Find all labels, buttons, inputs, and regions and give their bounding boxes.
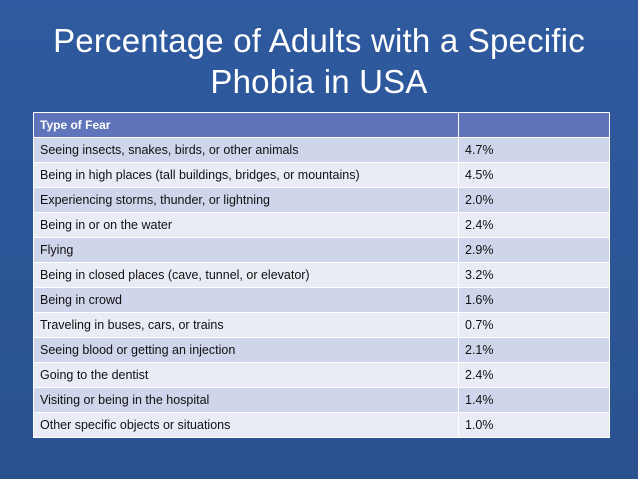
slide-title-text: Percentage of Adults with a Specific Pho… xyxy=(53,22,585,100)
percent-cell: 2.1% xyxy=(458,337,610,363)
percent-cell: 3.2% xyxy=(458,262,610,288)
table-row: Visiting or being in the hospital 1.4% xyxy=(33,387,610,413)
table-row: Traveling in buses, cars, or trains 0.7% xyxy=(33,312,610,338)
fear-cell: Being in closed places (cave, tunnel, or… xyxy=(33,262,459,288)
percent-cell: 1.4% xyxy=(458,387,610,413)
table-row: Going to the dentist 2.4% xyxy=(33,362,610,388)
table-row: Seeing blood or getting an injection 2.1… xyxy=(33,337,610,363)
header-type-of-fear: Type of Fear xyxy=(33,112,459,138)
percent-cell: 2.0% xyxy=(458,187,610,213)
fear-cell: Visiting or being in the hospital xyxy=(33,387,459,413)
fear-cell: Experiencing storms, thunder, or lightni… xyxy=(33,187,459,213)
percent-cell: 2.4% xyxy=(458,212,610,238)
table-row: Experiencing storms, thunder, or lightni… xyxy=(33,187,610,213)
table-row: Other specific objects or situations 1.0… xyxy=(33,412,610,438)
percent-cell: 0.7% xyxy=(458,312,610,338)
percent-cell: 2.4% xyxy=(458,362,610,388)
table-row: Being in or on the water 2.4% xyxy=(33,212,610,238)
percent-cell: 4.5% xyxy=(458,162,610,188)
table-row: Being in crowd 1.6% xyxy=(33,287,610,313)
table-row: Flying 2.9% xyxy=(33,237,610,263)
fear-cell: Seeing blood or getting an injection xyxy=(33,337,459,363)
table-row: Being in closed places (cave, tunnel, or… xyxy=(33,262,610,288)
fear-cell: Going to the dentist xyxy=(33,362,459,388)
percent-cell: 1.0% xyxy=(458,412,610,438)
fear-cell: Being in high places (tall buildings, br… xyxy=(33,162,459,188)
fear-cell: Being in or on the water xyxy=(33,212,459,238)
percent-cell: 2.9% xyxy=(458,237,610,263)
phobia-table: Type of Fear Seeing insects, snakes, bir… xyxy=(33,112,610,438)
fear-cell: Seeing insects, snakes, birds, or other … xyxy=(33,137,459,163)
percent-cell: 4.7% xyxy=(458,137,610,163)
header-percentage xyxy=(458,112,610,138)
fear-cell: Flying xyxy=(33,237,459,263)
fear-cell: Being in crowd xyxy=(33,287,459,313)
percent-cell: 1.6% xyxy=(458,287,610,313)
table-row: Being in high places (tall buildings, br… xyxy=(33,162,610,188)
fear-cell: Traveling in buses, cars, or trains xyxy=(33,312,459,338)
table-row: Seeing insects, snakes, birds, or other … xyxy=(33,137,610,163)
slide-title: Percentage of Adults with a Specific Pho… xyxy=(0,20,638,102)
table-header-row: Type of Fear xyxy=(33,112,610,138)
fear-cell: Other specific objects or situations xyxy=(33,412,459,438)
